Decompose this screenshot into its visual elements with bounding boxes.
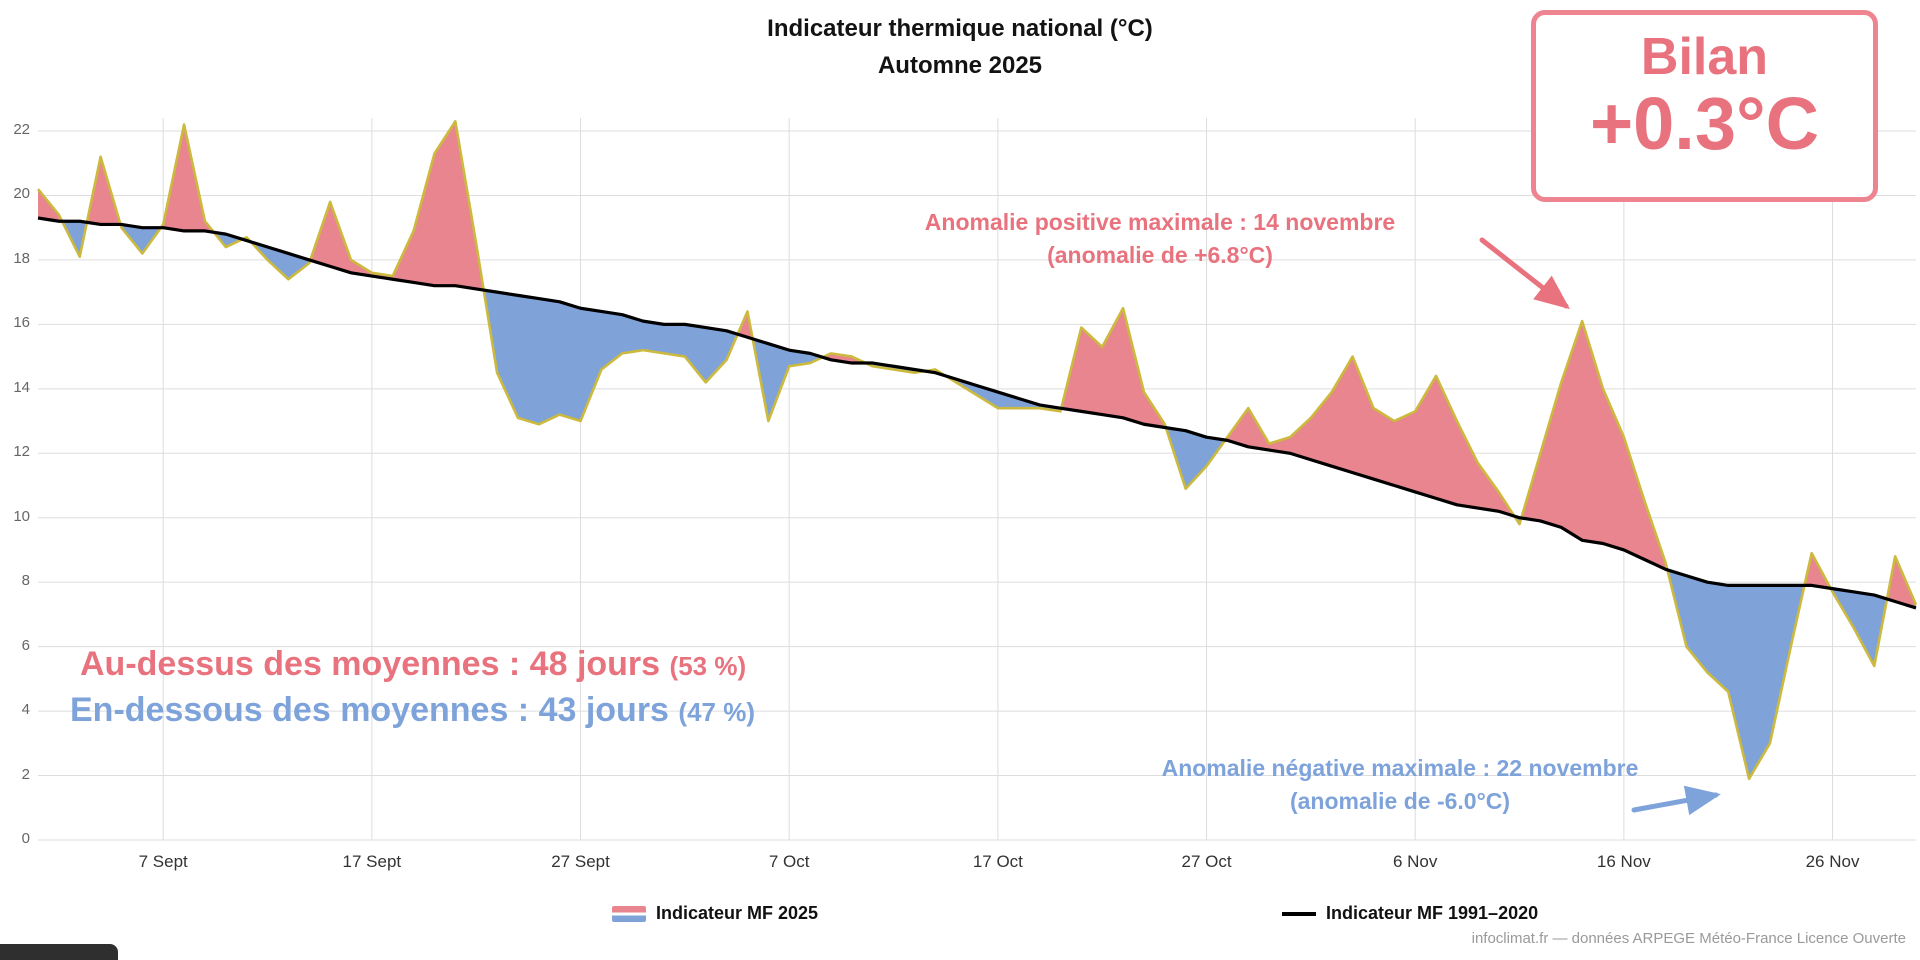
- x-axis-label: 16 Nov: [1596, 852, 1651, 871]
- y-axis-label: 6: [21, 636, 30, 654]
- positive-anomaly-line2: (anomalie de +6.8°C): [1047, 242, 1273, 269]
- x-axis-label: 17 Oct: [972, 852, 1023, 871]
- infoclimat-corner-sliver: [0, 944, 118, 960]
- positive-anomaly-annotation: Anomalie positive maximale : 14 novembre…: [860, 206, 1460, 273]
- x-axis-label: 26 Nov: [1805, 852, 1860, 871]
- negative-anomaly-line2: (anomalie de -6.0°C): [1289, 788, 1511, 815]
- chart-title-line1: Indicateur thermique national (°C): [767, 15, 1153, 42]
- days-below-pct: (47 %): [678, 697, 755, 727]
- days-above-average-stat: Au-dessus des moyennes : 48 jours (53 %): [80, 645, 746, 684]
- positive-anomaly-arrow: [1479, 237, 1570, 310]
- negative-anomaly-annotation: Anomalie négative maximale : 22 novembre…: [1095, 752, 1705, 819]
- below-normal-area: [120, 224, 161, 254]
- above-normal-area: [1225, 356, 1515, 517]
- x-axis-label: 27 Sept: [551, 852, 610, 871]
- x-axis-label: 6 Nov: [1392, 852, 1438, 871]
- chart-title-line2: Automne 2025: [877, 52, 1043, 80]
- days-below-text: En-dessous des moyennes : 43 jours: [70, 691, 669, 729]
- series-2025-line: [36, 120, 1918, 781]
- below-normal-area: [483, 290, 738, 425]
- legend-label-2025: Indicateur MF 2025: [656, 903, 819, 923]
- above-normal-area: [1521, 321, 1668, 570]
- days-above-text: Au-dessus des moyennes : 48 jours: [80, 645, 661, 683]
- legend-swatch-2025-icon: [612, 905, 646, 922]
- bilan-value: +0.3°C: [1589, 82, 1820, 165]
- y-axis-label: 12: [13, 443, 30, 461]
- y-axis-label: 14: [13, 378, 30, 396]
- y-axis-label: 8: [21, 572, 30, 590]
- chart-title: Indicateur thermique national (°C) Autom…: [0, 10, 1920, 84]
- positive-anomaly-line1: Anomalie positive maximale : 14 novembre: [924, 209, 1396, 235]
- days-above-pct: (53 %): [669, 651, 747, 681]
- y-axis-label: 22: [13, 121, 30, 138]
- below-normal-area: [1830, 588, 1888, 666]
- negative-anomaly-line1: Anomalie négative maximale : 22 novembre: [1161, 755, 1639, 781]
- bilan-label: Bilan: [1640, 28, 1769, 86]
- y-axis-label: 0: [21, 830, 30, 847]
- above-normal-area: [822, 353, 866, 364]
- y-axis-label: 2: [21, 765, 30, 783]
- below-normal-area: [1667, 569, 1805, 779]
- y-axis-label: 18: [13, 249, 30, 267]
- attribution-footer: infoclimat.fr — données ARPEGE Météo-Fra…: [1471, 930, 1906, 947]
- above-normal-area: [1887, 556, 1916, 608]
- series-normal-line: [37, 216, 1917, 610]
- legend-item-2025: Indicateur MF 2025: [612, 903, 818, 924]
- x-axis-label: 27 Oct: [1181, 852, 1232, 871]
- x-axis-label: 7 Sept: [138, 852, 188, 871]
- legend-swatch-normal-icon: [1282, 911, 1316, 916]
- y-axis-label: 10: [13, 507, 30, 525]
- y-axis-label: 4: [21, 701, 30, 719]
- days-below-average-stat: En-dessous des moyennes : 43 jours (47 %…: [70, 691, 755, 730]
- below-normal-area: [213, 232, 243, 248]
- legend-item-normal: Indicateur MF 1991–2020: [1282, 903, 1538, 924]
- bilan-box: Bilan +0.3°C: [1531, 10, 1878, 202]
- x-axis-label: 17 Sept: [342, 852, 402, 871]
- above-normal-area: [1061, 308, 1166, 428]
- below-normal-area: [250, 241, 311, 280]
- y-axis-label: 16: [13, 314, 30, 332]
- negative-anomaly-arrow: [1631, 785, 1721, 816]
- above-normal-area: [310, 121, 484, 291]
- above-normal-area: [737, 311, 753, 339]
- y-axis-label: 20: [13, 185, 30, 203]
- x-axis-label: 7 Oct: [768, 852, 810, 871]
- legend-label-normal: Indicateur MF 1991–2020: [1326, 903, 1539, 923]
- above-normal-area: [86, 156, 121, 225]
- below-normal-area: [752, 338, 823, 422]
